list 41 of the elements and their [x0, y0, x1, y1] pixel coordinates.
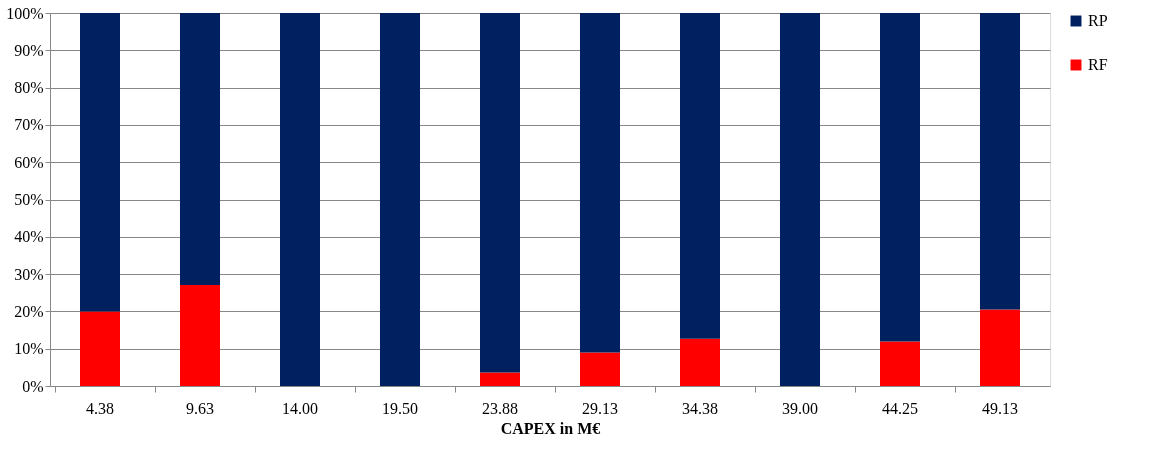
x-tick-label: 9.63 [186, 399, 214, 417]
y-tick-label: 0% [22, 377, 44, 395]
bar [980, 309, 1020, 386]
x-axis-title: CAPEX in M€ [500, 419, 601, 437]
x-tick-label: 39.00 [782, 399, 818, 417]
y-tick-label: 90% [14, 41, 44, 59]
x-tick-label: 44.25 [882, 399, 918, 417]
bar [280, 13, 320, 386]
x-tick-label: 29.13 [582, 399, 618, 417]
x-tick-label: 34.38 [682, 399, 718, 417]
bar [580, 352, 620, 386]
x-tick-label: 49.13 [982, 399, 1018, 417]
legend-label: RF [1088, 56, 1108, 73]
bar [580, 13, 620, 353]
x-tick-label: 19.50 [382, 399, 418, 417]
y-tick-label: 20% [14, 302, 44, 320]
bar [780, 13, 820, 386]
y-tick-label: 80% [14, 79, 44, 97]
bar [180, 284, 220, 386]
bar [80, 311, 120, 386]
y-tick-label: 10% [14, 340, 44, 358]
bar [980, 13, 1020, 310]
bar [880, 341, 920, 386]
y-tick-label: 50% [14, 191, 44, 208]
bar [380, 13, 420, 386]
y-tick-label: 30% [14, 265, 44, 283]
bar [480, 13, 520, 373]
y-tick-label: 40% [14, 228, 44, 246]
legend-label: RP [1088, 12, 1108, 29]
bar [80, 13, 120, 312]
bar [880, 13, 920, 342]
x-tick-label: 4.38 [86, 399, 114, 417]
bar [680, 13, 720, 339]
x-tick-label: 14.00 [282, 399, 318, 417]
bar [480, 372, 520, 386]
bar [180, 13, 220, 285]
y-tick-label: 100% [6, 4, 44, 22]
y-tick-label: 70% [14, 116, 44, 134]
bar [680, 338, 720, 386]
x-tick-label: 23.88 [482, 399, 518, 417]
y-tick-label: 60% [14, 153, 44, 171]
